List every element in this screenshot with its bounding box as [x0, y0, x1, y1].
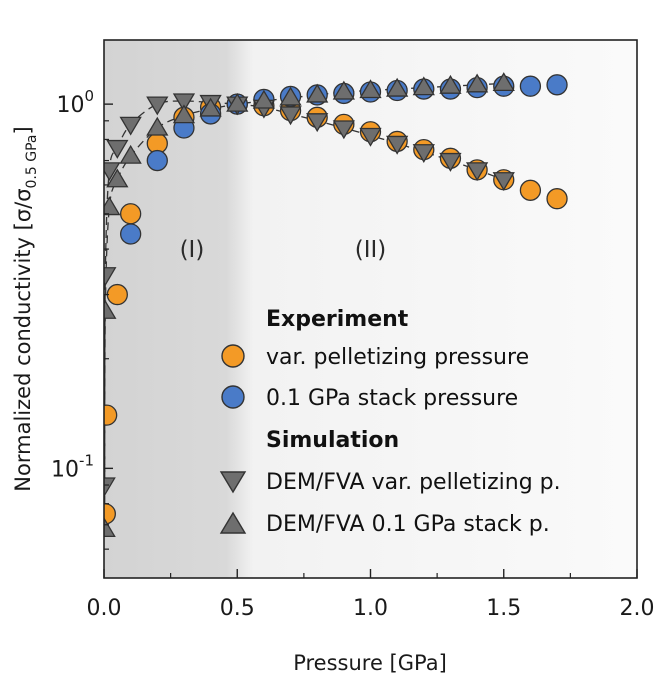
series-2-point-10 — [279, 106, 302, 126]
series-1-point-0 — [119, 223, 142, 245]
region-label-1: (I) — [180, 237, 205, 263]
x-tick-label-1: 0.5 — [220, 596, 255, 621]
series-3-point-10 — [279, 86, 302, 106]
x-tick-label-3: 1.5 — [486, 596, 521, 621]
series-0-point-1 — [104, 404, 118, 426]
series-1-point-1 — [146, 149, 168, 172]
legend-heading-experiment: Experiment — [266, 307, 409, 332]
series-3-point-15 — [412, 76, 435, 96]
legend-label-pelletizing-pressure: var. pelletizing pressure — [266, 345, 529, 370]
series-2-point-17 — [465, 162, 489, 182]
series-3-point-1 — [104, 299, 117, 319]
x-axis-label: Pressure [GPa] — [293, 651, 447, 675]
series-2-point-3 — [106, 139, 129, 159]
series-3-point-12 — [332, 80, 355, 100]
region-label-2: (II) — [355, 237, 387, 263]
x-tick-label-2: 1.0 — [353, 596, 388, 621]
legend-label-dem-stack: DEM/FVA 0.1 GPa stack p. — [266, 512, 550, 537]
series-1-point-16 — [546, 74, 568, 96]
legend-heading-simulation: Simulation — [266, 428, 399, 453]
series-2-point-4 — [119, 116, 142, 136]
series-2-point-14 — [386, 135, 409, 155]
series-3-point-3 — [106, 168, 129, 188]
series-1-point-15 — [519, 75, 542, 97]
series-2-point-11 — [306, 113, 329, 133]
series-0-point-3 — [119, 203, 142, 225]
series-2-point-5 — [146, 96, 169, 116]
series-3-point-17 — [465, 73, 489, 93]
y-axis-label-end: ] — [11, 126, 35, 134]
series-3-point-8 — [226, 92, 249, 112]
series-3-point-13 — [359, 79, 382, 99]
y-axis-label-main: Normalized conductivity [σ/σ — [11, 188, 35, 491]
series-2-point-1 — [104, 267, 117, 287]
series-2-point-12 — [332, 120, 355, 140]
series-3-point-6 — [172, 104, 196, 124]
series-2-point-15 — [412, 144, 435, 164]
series-2-point-16 — [439, 152, 462, 172]
x-tick-label-4: 2.0 — [620, 596, 655, 621]
legend-marker-stack-pressure — [221, 385, 245, 409]
legend-marker-pelletizing-pressure — [221, 344, 245, 368]
series-3-point-16 — [439, 74, 462, 94]
series-0-point-2 — [106, 283, 128, 306]
legend-label-dem-pelletizing: DEM/FVA var. pelletizing p. — [266, 470, 561, 495]
series-3-point-14 — [386, 77, 409, 97]
y-axis-label-sub: 0.5 GPa — [24, 135, 40, 189]
y-tick-label-1: 10-1 — [51, 451, 94, 482]
legend-marker-dem-pelletizing — [219, 471, 247, 494]
series-3-point-11 — [306, 83, 329, 103]
series-2-point-18 — [492, 172, 515, 192]
legend: Experiment var. pelletizing pressure 0.1… — [219, 307, 561, 537]
y-axis-label: Normalized conductivity [σ/σ0.5 GPa] — [11, 126, 40, 491]
series-3-point-18 — [492, 72, 515, 92]
series-3-point-9 — [252, 89, 276, 109]
x-tick-label-0: 0.0 — [87, 596, 122, 621]
series-3-point-7 — [199, 97, 222, 117]
series-3-point-5 — [146, 116, 169, 136]
series-0-point-18 — [519, 179, 542, 201]
legend-marker-dem-stack — [219, 511, 247, 534]
series-0-point-19 — [546, 188, 568, 210]
y-tick-label-0: 100 — [56, 87, 94, 118]
series-3-point-4 — [119, 144, 142, 164]
legend-label-stack-pressure: 0.1 GPa stack pressure — [266, 386, 518, 411]
series-2-point-13 — [359, 127, 382, 147]
series-2-point-6 — [172, 93, 196, 113]
